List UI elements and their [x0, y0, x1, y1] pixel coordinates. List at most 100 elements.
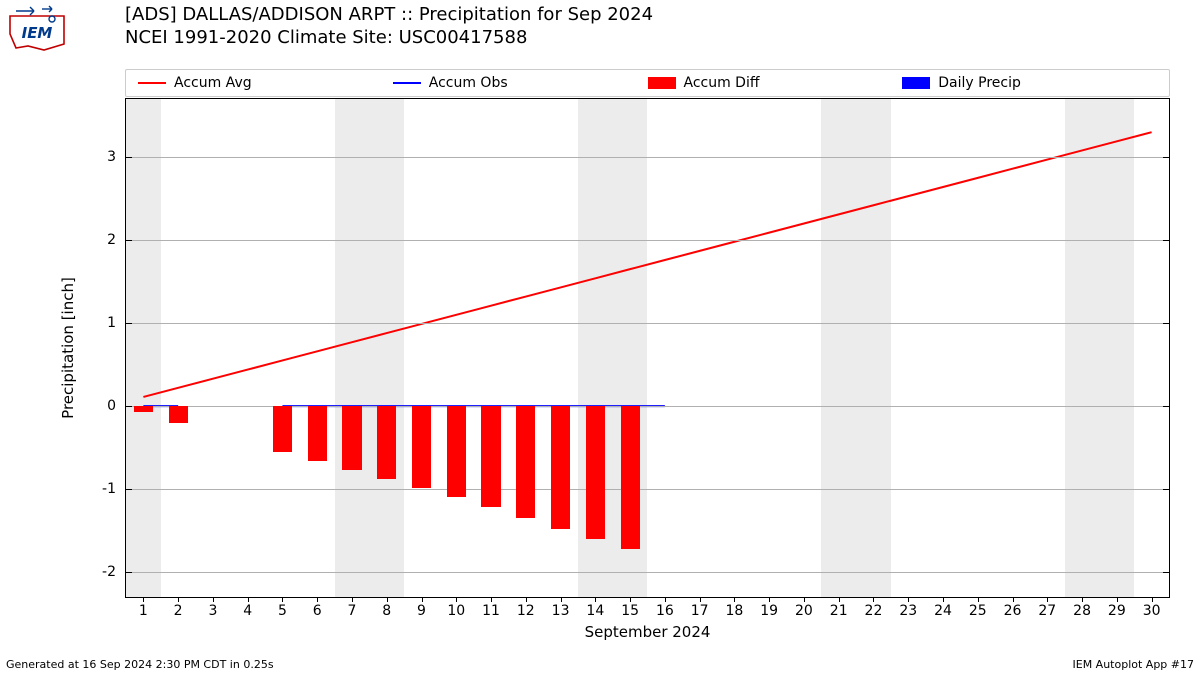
ytick	[1163, 406, 1169, 407]
accum-diff-bar	[447, 406, 466, 497]
xtick-label: 5	[278, 603, 287, 619]
legend-label: Accum Diff	[684, 75, 760, 91]
xtick	[700, 597, 701, 602]
chart-title: [ADS] DALLAS/ADDISON ARPT :: Precipitati…	[125, 4, 653, 49]
xtick-label: 10	[447, 603, 465, 619]
legend-label: Accum Avg	[174, 75, 252, 91]
xtick	[595, 597, 596, 602]
ytick	[1163, 323, 1169, 324]
xtick-label: 23	[899, 603, 917, 619]
ytick-label: 1	[107, 315, 116, 331]
xtick	[1082, 597, 1083, 602]
xtick	[282, 597, 283, 602]
xtick-label: 20	[795, 603, 813, 619]
accum-diff-bar	[551, 406, 570, 529]
gridline	[126, 157, 1169, 158]
accum-diff-bar	[621, 406, 640, 549]
xtick	[943, 597, 944, 602]
xtick	[422, 597, 423, 602]
accum-diff-bar	[308, 406, 327, 461]
xtick	[1047, 597, 1048, 602]
legend-label: Accum Obs	[429, 75, 508, 91]
accum-diff-bar	[412, 406, 431, 488]
xtick-label: 24	[934, 603, 952, 619]
xtick	[248, 597, 249, 602]
xtick-label: 15	[621, 603, 639, 619]
xtick-label: 28	[1073, 603, 1091, 619]
legend-item: Accum Diff	[648, 75, 903, 91]
y-axis-label: Precipitation [inch]	[59, 277, 77, 419]
xtick-label: 11	[482, 603, 500, 619]
xtick	[839, 597, 840, 602]
xtick-label: 17	[691, 603, 709, 619]
ytick	[126, 572, 132, 573]
ytick	[1163, 489, 1169, 490]
xtick	[734, 597, 735, 602]
xtick	[1013, 597, 1014, 602]
xtick-label: 12	[517, 603, 535, 619]
accum-diff-bar	[377, 406, 396, 479]
ytick-label: 0	[107, 398, 116, 414]
legend-item: Accum Avg	[138, 75, 393, 91]
gridline	[126, 240, 1169, 241]
ytick-label: 2	[107, 232, 116, 248]
legend-swatch	[648, 77, 676, 89]
legend-swatch	[138, 82, 166, 84]
legend: Accum Avg Accum Obs Accum Diff Daily Precip	[125, 69, 1170, 97]
xtick	[873, 597, 874, 602]
footer-appid: IEM Autoplot App #17	[1073, 658, 1195, 671]
xtick	[491, 597, 492, 602]
xtick-label: 21	[830, 603, 848, 619]
ytick	[126, 240, 132, 241]
xtick-label: 2	[174, 603, 183, 619]
xtick-label: 22	[865, 603, 883, 619]
xtick	[769, 597, 770, 602]
accum-diff-bar	[342, 406, 361, 470]
x-axis-label: September 2024	[585, 623, 711, 641]
xtick-label: 9	[417, 603, 426, 619]
xtick-label: 16	[656, 603, 674, 619]
accum-diff-bar	[169, 406, 188, 423]
title-line1: [ADS] DALLAS/ADDISON ARPT :: Precipitati…	[125, 4, 653, 27]
iem-logo: IEM	[4, 4, 70, 54]
accum-diff-bar	[586, 406, 605, 539]
xtick	[561, 597, 562, 602]
xtick	[908, 597, 909, 602]
title-line2: NCEI 1991-2020 Climate Site: USC00417588	[125, 27, 653, 50]
xtick-label: 25	[969, 603, 987, 619]
plot-area: Precipitation [inch] September 2024 -2-1…	[125, 98, 1170, 598]
ytick	[1163, 157, 1169, 158]
ytick	[126, 489, 132, 490]
xtick	[352, 597, 353, 602]
ytick	[126, 406, 132, 407]
gridline	[126, 572, 1169, 573]
accum-diff-bar	[273, 406, 292, 452]
gridline	[126, 323, 1169, 324]
xtick-label: 13	[552, 603, 570, 619]
xtick	[978, 597, 979, 602]
accum-diff-bar	[481, 406, 500, 506]
ytick-label: 3	[107, 149, 116, 165]
xtick-label: 26	[1004, 603, 1022, 619]
xtick	[317, 597, 318, 602]
xtick-label: 4	[243, 603, 252, 619]
ytick-label: -2	[102, 564, 116, 580]
xtick	[1117, 597, 1118, 602]
xtick	[387, 597, 388, 602]
accum-diff-bar	[516, 406, 535, 518]
xtick	[143, 597, 144, 602]
svg-text:IEM: IEM	[22, 24, 53, 42]
xtick	[213, 597, 214, 602]
legend-swatch	[902, 77, 930, 89]
legend-label: Daily Precip	[938, 75, 1021, 91]
xtick-label: 1	[139, 603, 148, 619]
ytick	[126, 157, 132, 158]
footer-generated: Generated at 16 Sep 2024 2:30 PM CDT in …	[6, 658, 274, 671]
xtick	[804, 597, 805, 602]
xtick	[665, 597, 666, 602]
legend-swatch	[393, 82, 421, 84]
xtick	[178, 597, 179, 602]
xtick	[630, 597, 631, 602]
xtick-label: 6	[313, 603, 322, 619]
xtick-label: 3	[208, 603, 217, 619]
